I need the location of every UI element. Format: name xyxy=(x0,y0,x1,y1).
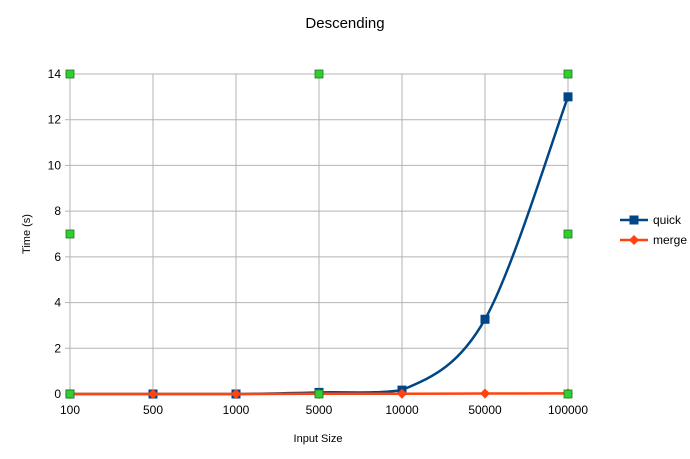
legend-marker-merge xyxy=(629,235,639,245)
data-point-merge xyxy=(231,389,241,399)
y-axis-label: Time (s) xyxy=(21,214,33,254)
x-tick-label: 100 xyxy=(60,403,80,417)
y-tick-label: 10 xyxy=(48,158,62,172)
chart-title: Descending xyxy=(305,15,384,32)
y-tick-label: 8 xyxy=(54,204,61,218)
y-tick-label: 6 xyxy=(54,250,61,264)
data-point-merge xyxy=(397,388,407,399)
annotation-points xyxy=(65,69,573,399)
annotation-marker xyxy=(65,229,75,239)
x-tick-label: 10000 xyxy=(385,403,419,417)
data-point-merge xyxy=(480,388,490,399)
annotation-marker xyxy=(314,69,324,79)
data-point-quick xyxy=(480,314,490,324)
x-tick-label: 500 xyxy=(143,403,163,417)
x-tick-label: 5000 xyxy=(306,403,333,417)
x-axis-ticks: 100 500 1000 5000 10000 50000 100000 xyxy=(60,394,588,417)
data-point-merge xyxy=(148,389,158,399)
y-tick-label: 12 xyxy=(48,113,62,127)
x-tick-label: 100000 xyxy=(548,403,588,417)
y-tick-label: 14 xyxy=(48,67,62,81)
y-tick-label: 4 xyxy=(54,296,61,310)
x-axis-label: Input Size xyxy=(294,433,343,445)
data-point-quick xyxy=(563,92,573,102)
y-tick-label: 2 xyxy=(54,341,61,355)
y-tick-label: 0 xyxy=(54,387,61,401)
annotation-marker xyxy=(65,69,75,79)
legend-label-merge: merge xyxy=(653,233,687,247)
plot-grid xyxy=(69,73,569,395)
legend-label-quick: quick xyxy=(653,213,682,227)
annotation-marker xyxy=(65,389,75,399)
x-tick-label: 50000 xyxy=(468,403,502,417)
annotation-marker xyxy=(563,69,573,79)
x-tick-label: 1000 xyxy=(223,403,250,417)
annotation-marker xyxy=(563,389,573,399)
annotation-marker xyxy=(563,229,573,239)
y-axis-ticks: 0 2 4 6 8 10 12 14 xyxy=(48,67,70,401)
annotation-marker xyxy=(314,389,324,399)
legend: quick merge xyxy=(620,213,687,247)
legend-marker-quick xyxy=(629,215,639,225)
